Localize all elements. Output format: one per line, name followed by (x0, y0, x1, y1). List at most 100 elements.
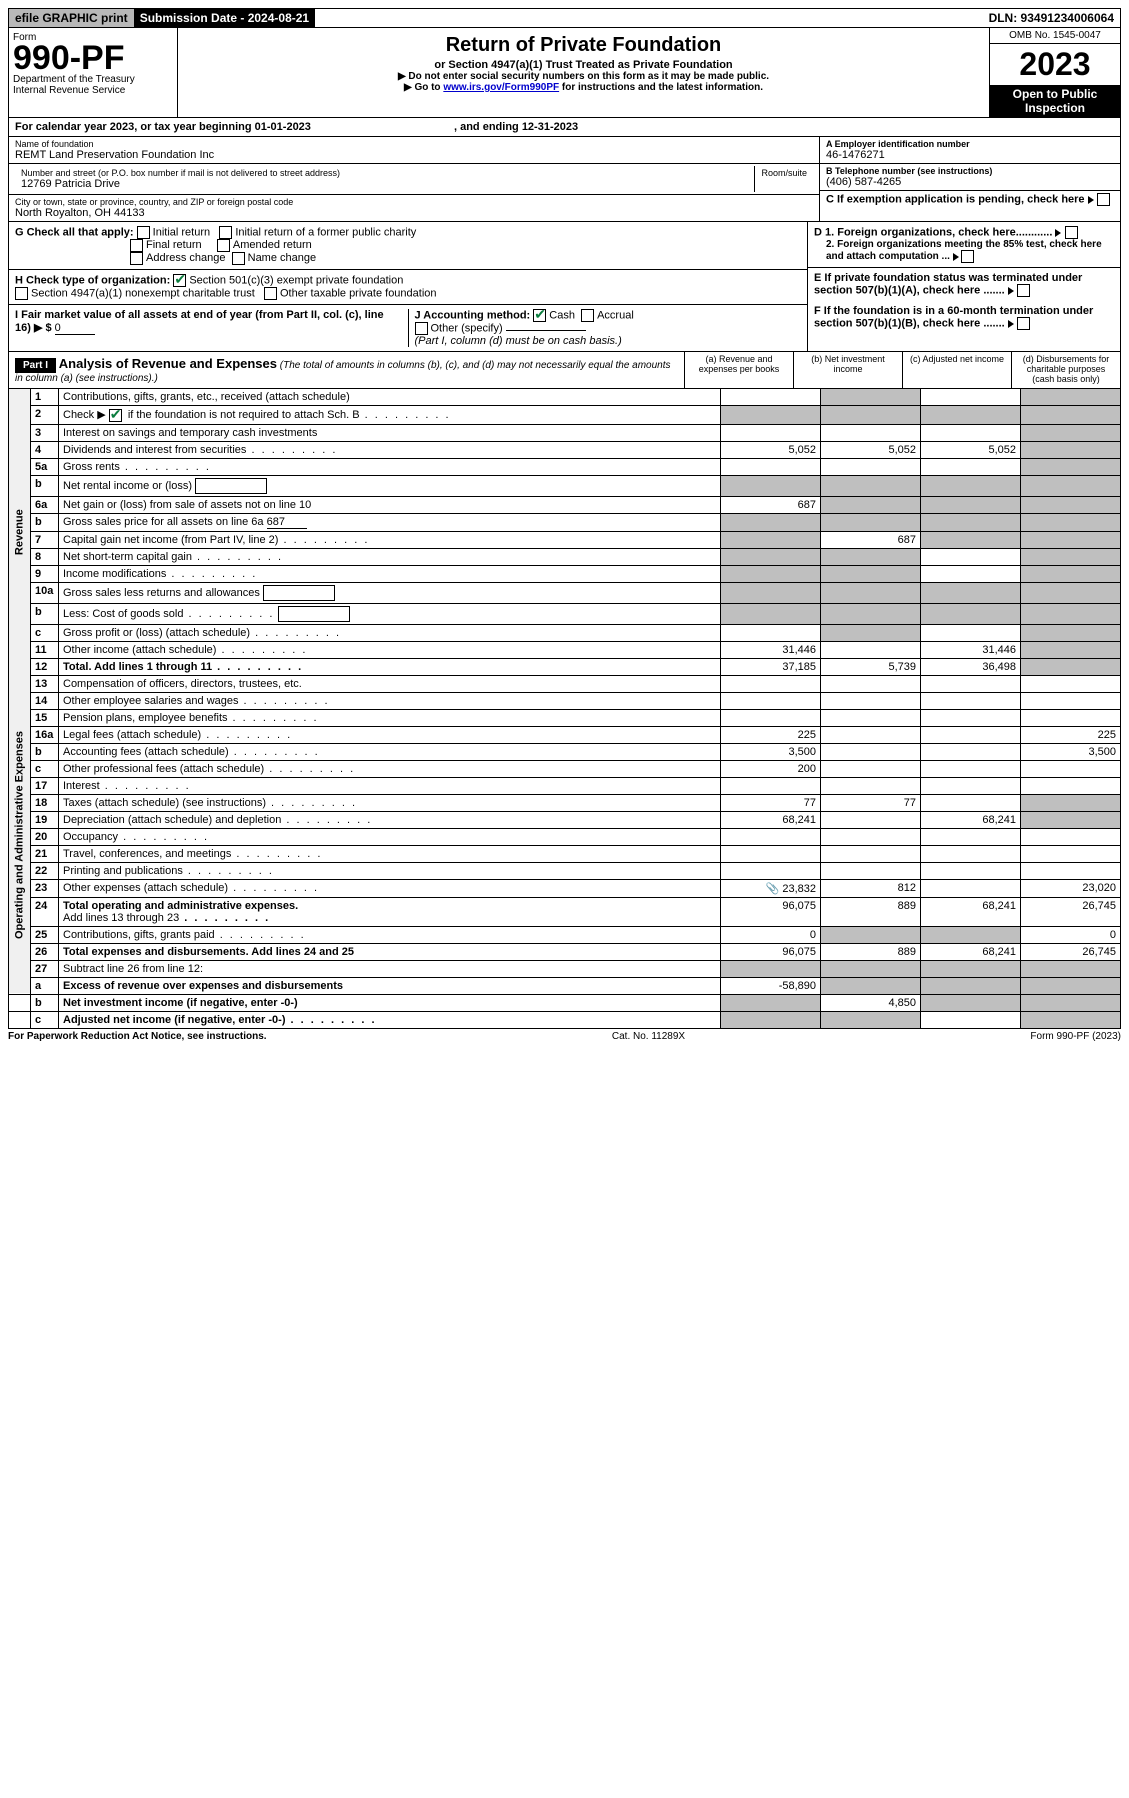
table-row: 6aNet gain or (loss) from sale of assets… (9, 496, 1121, 513)
ein-label: A Employer identification number (826, 139, 1114, 149)
col-d: (d) Disbursements for charitable purpose… (1011, 352, 1120, 388)
foundation-name: REMT Land Preservation Foundation Inc (15, 149, 214, 161)
table-row: 22Printing and publications (9, 862, 1121, 879)
g-final[interactable] (130, 239, 143, 252)
d1-checkbox[interactable] (1065, 226, 1078, 239)
g-address[interactable] (130, 252, 143, 265)
table-row: 10aGross sales less returns and allowanc… (9, 582, 1121, 603)
table-row: 19Depreciation (attach schedule) and dep… (9, 811, 1121, 828)
omb: OMB No. 1545-0047 (990, 28, 1120, 44)
table-row: 25Contributions, gifts, grants paid00 (9, 926, 1121, 943)
efile-label: efile GRAPHIC print (9, 9, 134, 27)
table-row: bLess: Cost of goods sold (9, 603, 1121, 624)
table-row: 20Occupancy (9, 828, 1121, 845)
c-label: C If exemption application is pending, c… (826, 193, 1085, 205)
table-row: 23Other expenses (attach schedule)📎 23,8… (9, 879, 1121, 897)
table-row: bNet rental income or (loss) (9, 475, 1121, 496)
e-checkbox[interactable] (1017, 284, 1030, 297)
entity-info: Name of foundation REMT Land Preservatio… (8, 137, 1121, 222)
schb-checkbox[interactable] (109, 409, 122, 422)
name-label: Name of foundation (15, 139, 813, 149)
f-checkbox[interactable] (1017, 317, 1030, 330)
g-initial-former[interactable] (219, 226, 232, 239)
phone: (406) 587-4265 (826, 176, 901, 188)
h-label: H Check type of organization: (15, 274, 170, 286)
table-row: aExcess of revenue over expenses and dis… (9, 977, 1121, 994)
top-bar: efile GRAPHIC print Submission Date - 20… (8, 8, 1121, 28)
table-row: 26Total expenses and disbursements. Add … (9, 943, 1121, 960)
d1: D 1. Foreign organizations, check here..… (814, 226, 1052, 238)
table-row: 3Interest on savings and temporary cash … (9, 424, 1121, 441)
i-value: 0 (55, 322, 95, 335)
part1-table: Revenue 1Contributions, gifts, grants, e… (8, 389, 1121, 1029)
j-other[interactable] (415, 322, 428, 335)
calendar-year: For calendar year 2023, or tax year begi… (8, 118, 1121, 137)
d2-checkbox[interactable] (961, 250, 974, 263)
city: North Royalton, OH 44133 (15, 207, 145, 219)
table-row: 8Net short-term capital gain (9, 548, 1121, 565)
col-a: (a) Revenue and expenses per books (684, 352, 793, 388)
e: E If private foundation status was termi… (814, 272, 1082, 296)
footer-mid: Cat. No. 11289X (612, 1031, 685, 1042)
table-row: 4Dividends and interest from securities5… (9, 441, 1121, 458)
expenses-label: Operating and Administrative Expenses (9, 675, 31, 994)
j-accrual[interactable] (581, 309, 594, 322)
page-footer: For Paperwork Reduction Act Notice, see … (8, 1029, 1121, 1042)
form-header: Form 990-PF Department of the Treasury I… (8, 28, 1121, 118)
table-row: 7Capital gain net income (from Part IV, … (9, 531, 1121, 548)
j-cash[interactable] (533, 309, 546, 322)
table-row: 27Subtract line 26 from line 12: (9, 960, 1121, 977)
attachment-icon[interactable]: 📎 (766, 883, 780, 895)
note-link: ▶ Go to www.irs.gov/Form990PF for instru… (182, 82, 985, 93)
tax-year: 2023 (990, 44, 1120, 85)
h-501c3[interactable] (173, 274, 186, 287)
room-label: Room/suite (761, 168, 807, 178)
table-row: bNet investment income (if negative, ent… (9, 994, 1121, 1011)
irs-link[interactable]: www.irs.gov/Form990PF (443, 82, 559, 93)
j-label: J Accounting method: (415, 309, 531, 321)
form-title: Return of Private Foundation (182, 34, 985, 57)
dept: Department of the Treasury (13, 74, 173, 85)
g-label: G Check all that apply: (15, 226, 134, 238)
table-row: Operating and Administrative Expenses 13… (9, 675, 1121, 692)
table-row: 2Check ▶ if the foundation is not requir… (9, 406, 1121, 425)
check-section: G Check all that apply: Initial return I… (8, 222, 1121, 352)
table-row: cGross profit or (loss) (attach schedule… (9, 624, 1121, 641)
part1-label: Part I (15, 358, 56, 373)
col-c: (c) Adjusted net income (902, 352, 1011, 388)
ein: 46-1476271 (826, 149, 885, 161)
irs: Internal Revenue Service (13, 85, 173, 96)
addr-label: Number and street (or P.O. box number if… (21, 168, 748, 178)
c-checkbox[interactable] (1097, 193, 1110, 206)
form-subtitle: or Section 4947(a)(1) Trust Treated as P… (182, 59, 985, 71)
g-name[interactable] (232, 252, 245, 265)
g-amended[interactable] (217, 239, 230, 252)
city-label: City or town, state or province, country… (15, 197, 813, 207)
address: 12769 Patricia Drive (21, 178, 120, 190)
table-row: 9Income modifications (9, 565, 1121, 582)
table-row: 5aGross rents (9, 458, 1121, 475)
footer-right: Form 990-PF (2023) (1030, 1031, 1121, 1042)
table-row: cOther professional fees (attach schedul… (9, 760, 1121, 777)
h-4947[interactable] (15, 287, 28, 300)
table-row: 17Interest (9, 777, 1121, 794)
col-b: (b) Net investment income (793, 352, 902, 388)
table-row: 11Other income (attach schedule)31,44631… (9, 641, 1121, 658)
table-row: 24Total operating and administrative exp… (9, 897, 1121, 926)
table-row: bGross sales price for all assets on lin… (9, 513, 1121, 531)
table-row: 15Pension plans, employee benefits (9, 709, 1121, 726)
table-row: 14Other employee salaries and wages (9, 692, 1121, 709)
table-row: 16aLegal fees (attach schedule)225225 (9, 726, 1121, 743)
part1-header: Part I Analysis of Revenue and Expenses … (8, 352, 1121, 389)
table-row: cAdjusted net income (if negative, enter… (9, 1011, 1121, 1028)
j-note: (Part I, column (d) must be on cash basi… (415, 335, 622, 347)
table-row: 21Travel, conferences, and meetings (9, 845, 1121, 862)
g-initial[interactable] (137, 226, 150, 239)
table-row: Revenue 1Contributions, gifts, grants, e… (9, 389, 1121, 406)
part1-title: Analysis of Revenue and Expenses (59, 356, 277, 371)
table-row: 12Total. Add lines 1 through 1137,1855,7… (9, 658, 1121, 675)
f: F If the foundation is in a 60-month ter… (814, 305, 1093, 329)
footer-left: For Paperwork Reduction Act Notice, see … (8, 1031, 267, 1042)
h-other[interactable] (264, 287, 277, 300)
open-public: Open to Public Inspection (990, 85, 1120, 117)
